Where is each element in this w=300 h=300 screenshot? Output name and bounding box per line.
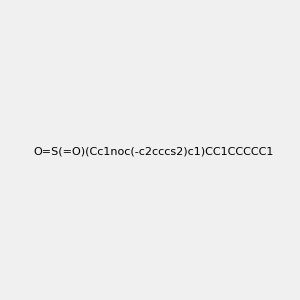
Text: O=S(=O)(Cc1noc(-c2cccs2)c1)CC1CCCCC1: O=S(=O)(Cc1noc(-c2cccs2)c1)CC1CCCCC1	[34, 146, 274, 157]
